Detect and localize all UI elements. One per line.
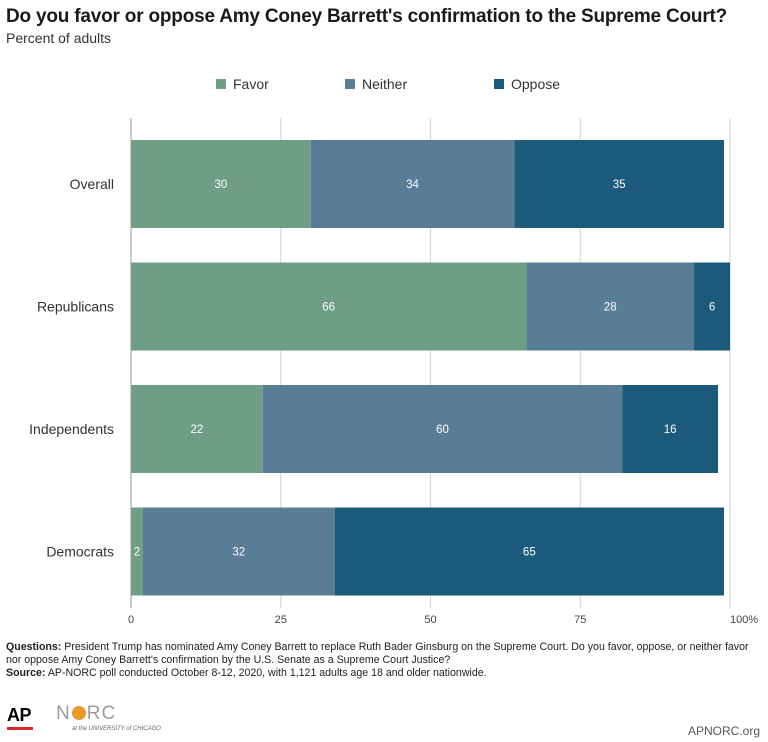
footer: AP N RC at the UNIVERSITY of CHICAGO APNO… xyxy=(0,700,768,742)
legend-item-favor: Favor xyxy=(216,76,269,92)
bar-democrats-neither xyxy=(142,507,335,596)
questions-text: President Trump has nominated Amy Coney … xyxy=(6,641,749,666)
bar-independents-oppose xyxy=(622,385,719,473)
x-tick-label-50: 50 xyxy=(424,614,436,626)
source-label: Source: xyxy=(6,667,46,679)
data-label-overall-oppose: 35 xyxy=(613,179,626,191)
legend-swatch-neither xyxy=(345,79,355,89)
x-tick-label-0: 0 xyxy=(128,614,134,626)
norc-subtitle: at the UNIVERSITY of CHICAGO xyxy=(72,726,161,732)
norc-logo: N RC at the UNIVERSITY of CHICAGO xyxy=(56,703,161,733)
ap-logo-text: AP xyxy=(7,705,32,725)
bars xyxy=(131,140,730,596)
data-label-independents-favor: 22 xyxy=(190,424,203,436)
bar-democrats-oppose xyxy=(334,507,725,596)
chart-title: Do you favor or oppose Amy Coney Barrett… xyxy=(6,6,728,27)
category-label-independents: Independents xyxy=(29,421,114,437)
x-tick-label-75: 75 xyxy=(574,614,586,626)
bar-overall-neither xyxy=(310,140,515,228)
legend-label-neither: Neither xyxy=(362,76,408,92)
ap-logo-bar xyxy=(7,727,33,730)
legend-item-neither: Neither xyxy=(345,76,407,92)
data-label-independents-oppose: 16 xyxy=(664,424,677,436)
bar-democrats-favor xyxy=(131,507,143,596)
bar-independents-favor xyxy=(131,385,263,473)
data-label-independents-neither: 60 xyxy=(436,424,449,436)
bar-overall-oppose xyxy=(514,140,725,228)
axes: 0 25 50 75 100% Overall Republicans Independent… xyxy=(29,118,758,626)
data-label-overall-neither: 34 xyxy=(406,179,419,191)
chart-notes: Questions: President Trump has nominated… xyxy=(6,641,762,680)
norc-o-icon xyxy=(71,706,86,720)
chart-legend: Favor Neither Oppose xyxy=(0,76,768,94)
legend-label-favor: Favor xyxy=(233,76,269,92)
bar-overall-favor xyxy=(131,140,311,228)
stacked-bar-chart: 30 34 35 66 28 6 22 60 16 2 32 65 0 25 50 75 100% Overal… xyxy=(29,118,758,626)
data-label-democrats-oppose: 65 xyxy=(523,547,536,559)
bar-republicans-neither xyxy=(526,262,695,351)
category-label-overall: Overall xyxy=(70,176,114,192)
data-label-republicans-neither: 28 xyxy=(604,302,617,314)
x-tick-label-25: 25 xyxy=(275,614,287,626)
data-label-democrats-neither: 32 xyxy=(232,547,245,559)
legend-item-oppose: Oppose xyxy=(494,76,560,92)
norc-logo-right: RC xyxy=(86,703,117,724)
bar-republicans-oppose xyxy=(694,262,730,351)
legend-swatch-oppose xyxy=(494,79,504,89)
chart-subtitle: Percent of adults xyxy=(6,30,112,46)
legend-label-oppose: Oppose xyxy=(511,76,561,92)
category-label-republicans: Republicans xyxy=(37,299,114,315)
norc-logo-left: N xyxy=(56,703,71,724)
bar-republicans-favor xyxy=(131,262,527,351)
bar-independents-neither xyxy=(262,385,623,473)
questions-label: Questions: xyxy=(6,641,62,653)
data-labels: 30 34 35 66 28 6 22 60 16 2 32 65 xyxy=(134,179,715,559)
ap-logo: AP xyxy=(7,706,33,730)
legend-swatch-favor xyxy=(216,79,226,89)
x-tick-label-100: 100% xyxy=(730,614,758,626)
data-label-republicans-oppose: 6 xyxy=(709,302,715,314)
data-label-overall-favor: 30 xyxy=(214,179,227,191)
source-text: AP-NORC poll conducted October 8-12, 202… xyxy=(47,667,487,679)
category-label-democrats: Democrats xyxy=(46,544,114,560)
data-label-democrats-favor: 2 xyxy=(134,547,140,559)
data-label-republicans-favor: 66 xyxy=(322,302,335,314)
site-link[interactable]: APNORC.org xyxy=(687,724,760,738)
